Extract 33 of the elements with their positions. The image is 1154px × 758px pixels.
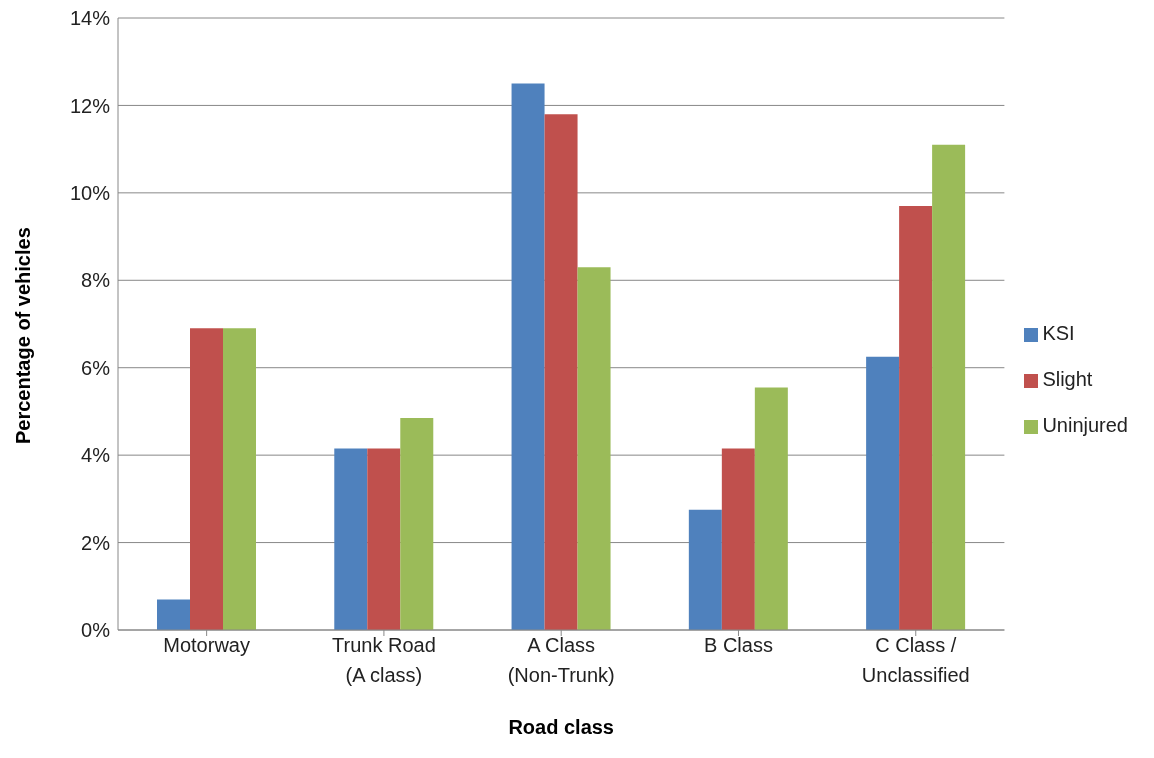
bar: [899, 205, 933, 630]
y-tick-label: 14%: [69, 7, 111, 30]
x-tick-label: B Class: [704, 634, 773, 656]
bar: [577, 267, 611, 630]
y-tick-label: 4%: [81, 444, 111, 467]
bar: [544, 114, 578, 630]
bar: [511, 83, 545, 630]
y-tick-label: 2%: [81, 531, 111, 554]
bar: [367, 448, 401, 630]
x-tick-label: C Class / Unclassified: [861, 634, 970, 686]
x-tick-label: Trunk Road (A class): [332, 634, 436, 686]
y-tick-label: 0%: [81, 619, 111, 642]
x-tick-label: Motorway: [163, 634, 250, 656]
legend-label: Slight: [1042, 368, 1093, 390]
bar: [721, 448, 755, 630]
y-tick-label: 8%: [81, 269, 111, 292]
bar: [334, 448, 368, 630]
bar: [866, 356, 900, 630]
legend-label: KSI: [1042, 322, 1075, 344]
bar: [157, 599, 190, 630]
bar: [400, 417, 434, 630]
y-tick-label: 10%: [69, 181, 111, 204]
bar: [932, 144, 966, 630]
y-axis-title: Percentage of vehicles: [12, 227, 35, 444]
y-tick-label: 12%: [69, 94, 111, 117]
bar: [688, 509, 722, 630]
legend-label: Uninjured: [1042, 414, 1128, 436]
bar: [223, 328, 256, 630]
x-axis-title: Road class: [508, 716, 614, 739]
x-tick-label: A Class (Non-Trunk): [507, 634, 615, 686]
bar: [754, 387, 788, 630]
y-tick-label: 6%: [81, 356, 111, 379]
bar: [190, 328, 223, 630]
